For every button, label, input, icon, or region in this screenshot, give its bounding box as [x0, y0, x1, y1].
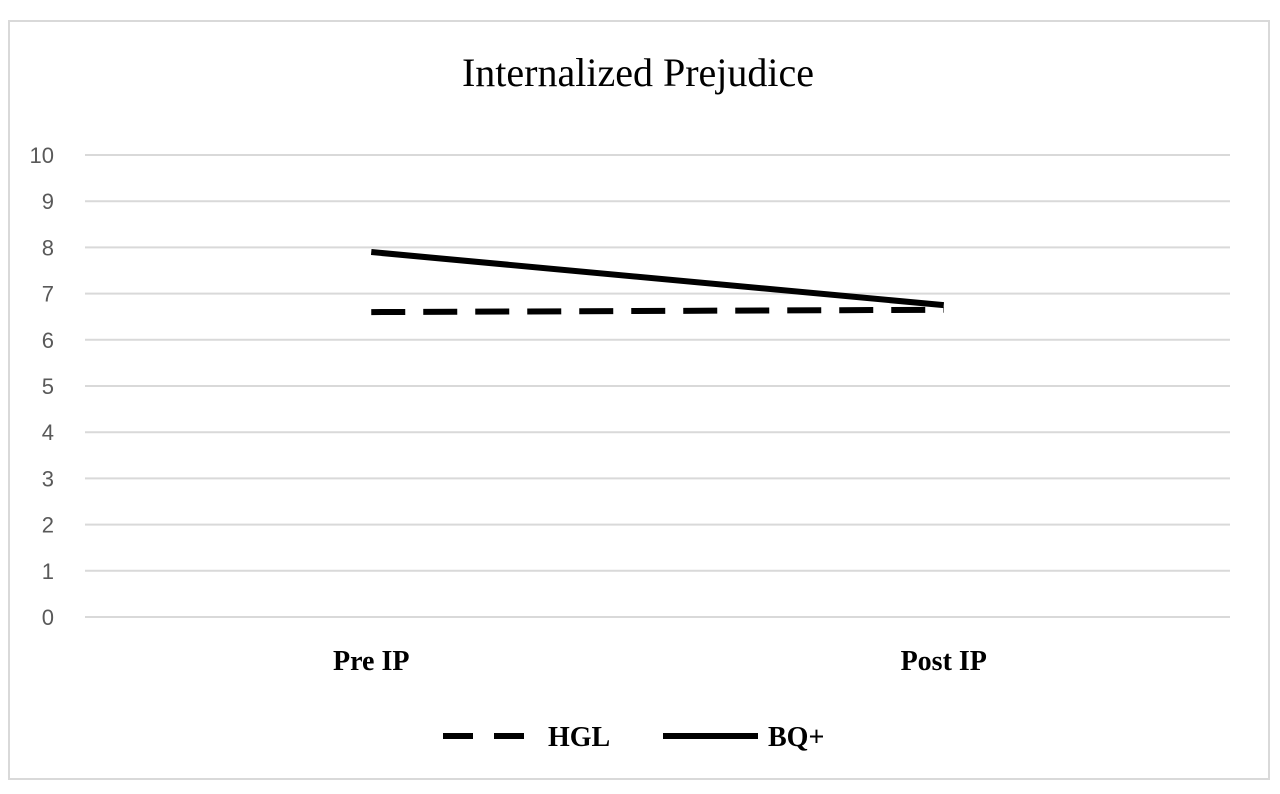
x-axis-ticks: Pre IP Post IP	[333, 646, 987, 677]
y-tick-label: 6	[42, 328, 54, 353]
y-axis-ticks: 0 1 2 3 4 5 6 7 8 9 10	[30, 143, 54, 630]
y-tick-label: 7	[42, 282, 54, 307]
x-tick-label: Pre IP	[333, 646, 409, 677]
x-tick-label: Post IP	[901, 646, 987, 677]
chart-title: Internalized Prejudice	[462, 50, 814, 95]
y-tick-label: 9	[42, 189, 54, 214]
gridlines	[85, 154, 1230, 618]
y-tick-label: 8	[42, 235, 54, 260]
y-tick-label: 1	[42, 559, 54, 584]
y-tick-label: 10	[30, 143, 54, 168]
legend-label: HGL	[548, 722, 610, 753]
y-tick-label: 2	[42, 513, 54, 538]
series-line-hgl	[371, 306, 944, 316]
y-tick-label: 4	[42, 420, 54, 445]
y-tick-label: 3	[42, 466, 54, 491]
chart-frame	[8, 20, 1270, 780]
series-line-bq-	[370, 249, 945, 309]
y-tick-label: 0	[42, 605, 54, 630]
legend-label: BQ+	[768, 722, 824, 753]
legend: HGL BQ+	[443, 722, 824, 753]
series-lines	[370, 249, 945, 316]
y-tick-label: 5	[42, 374, 54, 399]
